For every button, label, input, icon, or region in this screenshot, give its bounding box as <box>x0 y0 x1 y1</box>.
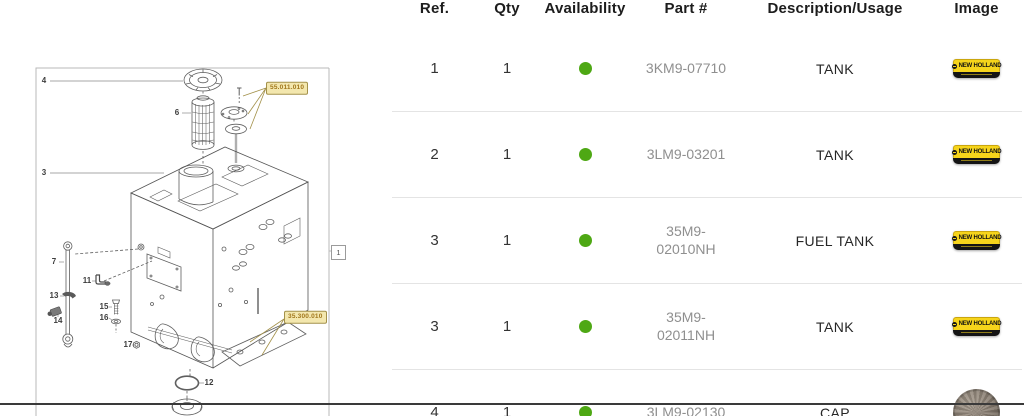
col-header-description: Description/Usage <box>767 0 903 17</box>
table-row-2: 2 1 3LM9-03201 TANK NEW HOLLAND <box>392 112 1022 198</box>
parts-table: Ref. Qty Availability Part # Description… <box>392 0 1022 416</box>
new-holland-logo-strip <box>953 158 1000 164</box>
diagram-callout-12: 12 <box>204 378 214 387</box>
cell-qty: 1 <box>502 232 512 249</box>
col-header-image: Image <box>954 0 999 17</box>
cell-ref: 1 <box>430 60 439 77</box>
availability-dot <box>578 148 592 161</box>
new-holland-leaf-icon <box>951 149 957 155</box>
new-holland-leaf-icon <box>951 235 957 241</box>
cell-description: TANK <box>816 318 854 335</box>
cell-qty: 1 <box>502 60 512 77</box>
new-holland-logo-strip <box>953 244 1000 250</box>
diagram-callout-7: 7 <box>51 257 57 266</box>
cell-part-number: 3LM9-02130 <box>646 403 726 416</box>
cell-ref: 3 <box>430 318 439 335</box>
part-thumbnail-new-holland-logo[interactable]: NEW HOLLAND <box>951 59 1002 78</box>
diagram-sheet-ref: 1 <box>331 245 346 260</box>
diagram-callout-15: 15 <box>99 302 109 311</box>
part-thumbnail-new-holland-logo[interactable]: NEW HOLLAND <box>951 317 1002 336</box>
callout-leader-lines <box>50 80 204 384</box>
cell-qty: 1 <box>502 404 512 416</box>
table-row-3: 3 1 35M9-02010NH FUEL TANK NEW HOLLAND <box>392 198 1022 284</box>
table-row-1: 1 1 3KM9-07710 TANK NEW HOLLAND <box>392 26 1022 112</box>
table-row-4: 3 1 35M9-02011NH TANK NEW HOLLAND <box>392 284 1022 370</box>
diagram-drawing <box>35 67 332 416</box>
cell-description: TANK <box>816 60 854 77</box>
cell-description: FUEL TANK <box>795 232 875 249</box>
diagram-callout-6: 6 <box>174 108 180 117</box>
diagram-callout-13: 13 <box>49 291 59 300</box>
cell-ref: 4 <box>430 404 439 416</box>
section-link-55-011-010[interactable]: 55.011.010 <box>266 81 309 95</box>
cell-ref: 3 <box>430 232 439 249</box>
bottom-divider <box>0 403 1024 405</box>
new-holland-leaf-icon <box>951 63 957 69</box>
diagram-callout-14: 14 <box>53 316 63 325</box>
tank-drawing <box>62 68 309 416</box>
cell-part-number: 35M9-02011NH <box>656 309 716 343</box>
table-row-5: 4 1 3LM9-02130 CAP <box>392 370 1022 416</box>
section-label-leaders <box>242 87 285 356</box>
part-thumbnail-new-holland-logo[interactable]: NEW HOLLAND <box>951 231 1002 250</box>
col-header-part: Part # <box>664 0 708 17</box>
diagram-callout-11: 11 <box>82 276 92 285</box>
availability-dot <box>578 62 592 75</box>
diagram-callout-4: 4 <box>41 76 47 85</box>
table-header-row: Ref. Qty Availability Part # Description… <box>392 0 1022 26</box>
part-thumbnail-new-holland-logo[interactable]: NEW HOLLAND <box>951 145 1002 164</box>
diagram-callout-16: 16 <box>99 313 109 322</box>
new-holland-logo-strip <box>953 330 1000 336</box>
availability-dot <box>578 406 592 416</box>
cell-ref: 2 <box>430 146 439 163</box>
new-holland-logo-strip <box>953 72 1000 78</box>
col-header-ref: Ref. <box>419 0 450 17</box>
availability-dot <box>578 234 592 247</box>
cell-description: TANK <box>816 146 854 163</box>
diagram-callout-3: 3 <box>41 168 47 177</box>
cell-qty: 1 <box>502 146 512 163</box>
col-header-availability: Availability <box>544 0 626 17</box>
small-parts <box>47 274 111 317</box>
section-link-35-300-010[interactable]: 35.300.010 <box>284 310 327 324</box>
col-header-qty: Qty <box>494 0 520 17</box>
cell-part-number: 3KM9-07710 <box>645 59 727 76</box>
parts-diagram[interactable]: 4 6 3 7 11 13 14 15 16 17 12 1 55.011.01… <box>0 0 350 416</box>
diagram-callout-17: 17 <box>123 340 133 349</box>
new-holland-leaf-icon <box>951 321 957 327</box>
cell-qty: 1 <box>502 318 512 335</box>
availability-dot <box>578 320 592 333</box>
cell-part-number: 35M9-02010NH <box>656 223 716 257</box>
cell-description: CAP <box>820 404 850 416</box>
cell-part-number: 3LM9-03201 <box>646 145 726 162</box>
